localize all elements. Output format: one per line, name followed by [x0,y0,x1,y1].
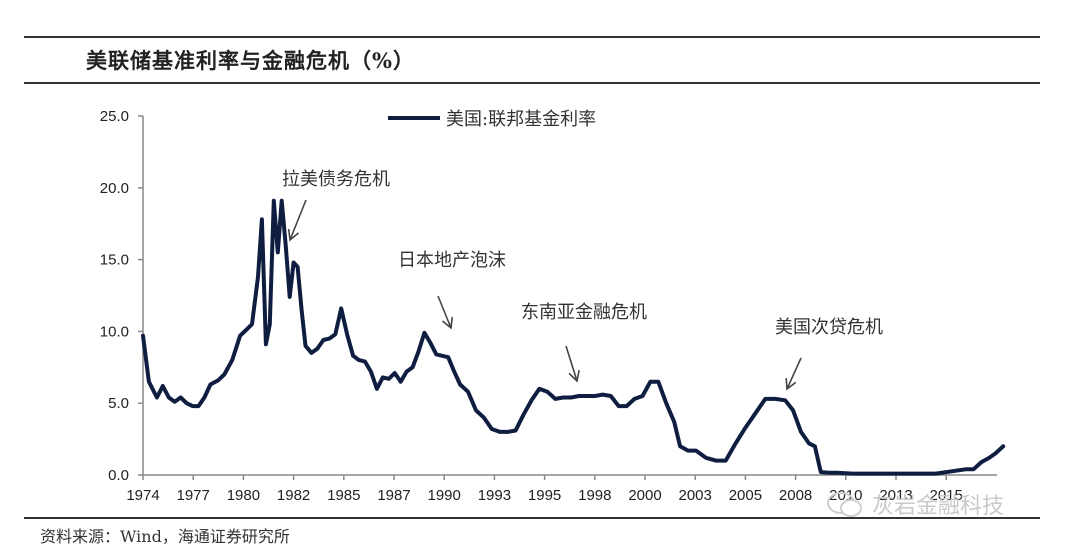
x-tick-label: 1995 [528,487,561,504]
x-tick-label: 2013 [879,487,912,504]
x-axis: 1974 1977 1980 1982 1985 1987 1990 1993 1995 1998… [126,474,997,504]
x-tick-label: 2003 [679,487,712,504]
x-tick-label: 1987 [377,487,410,504]
y-tick-label: 15.0 [100,252,129,269]
annotation-label: 日本地产泡沫 [398,250,506,271]
x-tick-label: 1977 [177,487,210,504]
x-tick-label: 2000 [628,487,661,504]
legend: 美国:联邦基金利率 [388,109,596,130]
x-tick-label: 1980 [227,487,260,504]
arrowhead-icon [785,377,797,391]
x-tick-label: 1993 [478,487,511,504]
annotation-label: 东南亚金融危机 [521,302,647,323]
x-tick-label: 1998 [578,487,611,504]
annotation-label: 拉美债务危机 [282,169,390,190]
arrow-icon [437,295,452,329]
arrowhead-icon [568,370,580,383]
arrow-icon [289,199,307,241]
y-axis: 0.0 5.0 10.0 15.0 20.0 25.0 [100,108,144,484]
x-tick-label: 1990 [428,487,461,504]
top-rule [24,36,1040,38]
x-tick-label: 1982 [277,487,310,504]
y-tick-label: 5.0 [108,395,129,412]
source-note: 资料来源：Wind，海通证券研究所 [40,527,290,546]
arrow-icon [565,345,578,382]
y-tick-label: 25.0 [100,108,129,125]
x-tick-label: 2015 [930,487,963,504]
y-tick-label: 20.0 [100,180,129,197]
wechat-icon [827,492,862,517]
x-tick-label: 2005 [729,487,762,504]
bottom-rule [24,517,1040,519]
crisis-annotation: 拉美债务危机 [282,169,390,242]
x-tick-label: 1974 [126,487,159,504]
crisis-annotation: 美国次贷危机 [775,317,883,391]
arrow-icon [786,357,802,390]
watermark: 灰岩金融科技 [872,494,1005,519]
x-tick-label: 1985 [327,487,360,504]
fed-funds-rate-line [141,198,1006,476]
annotation-label: 美国次贷危机 [775,317,883,338]
crisis-annotation: 东南亚金融危机 [521,302,647,383]
legend-label: 美国:联邦基金利率 [446,109,596,130]
y-tick-label: 0.0 [108,467,129,484]
arrowhead-icon [441,316,454,330]
chart-title: 美联储基准利率与金融危机（%） [86,48,415,73]
title-rule [24,82,1040,84]
y-tick-label: 10.0 [100,323,129,340]
arrowhead-icon [287,228,299,242]
x-tick-label: 2008 [779,487,812,504]
crisis-annotation: 日本地产泡沫 [398,250,506,330]
